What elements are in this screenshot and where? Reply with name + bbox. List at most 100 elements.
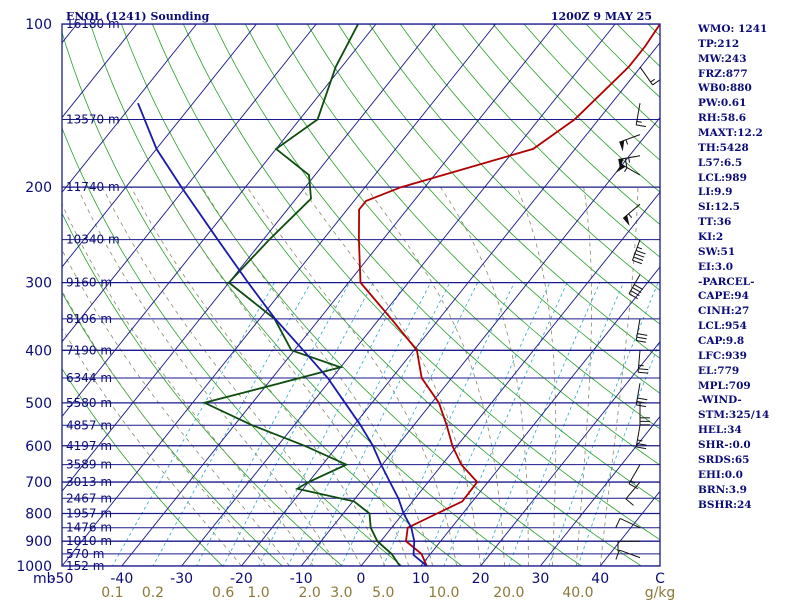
wind-barb [618, 155, 641, 170]
stat-line: MW:243 [698, 52, 747, 65]
temperature-tick-label: -10 [290, 571, 313, 587]
wind-barb-staff [620, 163, 641, 176]
wind-barb-full [632, 259, 643, 265]
temperature-tick-label: 10 [412, 571, 430, 587]
isotherm [62, 24, 257, 268]
wind-barb [635, 425, 647, 450]
height-label: 1957 m [66, 506, 112, 520]
stat-line: EHI:0.0 [698, 468, 743, 481]
wind-barb-full [637, 333, 648, 336]
mixing-ratio-lines [111, 282, 660, 566]
wind-barb [615, 163, 641, 176]
wind-barb [632, 239, 646, 265]
plot-frame [61, 23, 661, 567]
mixing-ratio-line [423, 282, 551, 566]
mixing-ratio-line [222, 282, 374, 566]
dry-adiabats [62, 24, 660, 566]
stat-line: LCL:954 [698, 320, 747, 333]
height-label: 3013 m [66, 475, 112, 489]
isotherm [62, 24, 437, 492]
dry-adiabat [275, 24, 660, 430]
dry-adiabat [306, 24, 660, 394]
mixing-ratio-line [195, 282, 350, 566]
pressure-tick-label: 800 [25, 506, 52, 522]
valid-time: 1200Z 9 MAY 25 [551, 10, 652, 23]
wind-barb-full [628, 293, 638, 300]
wind-barb [615, 517, 641, 529]
pressure-tick-label: 500 [25, 396, 52, 412]
isotherm [62, 24, 138, 119]
isotherm [420, 266, 660, 566]
mixing-ratio-line [443, 282, 568, 566]
stat-line: CINH:27 [698, 305, 750, 318]
height-label: 8106 m [66, 312, 112, 326]
pressure-axis-label: mb [33, 571, 56, 587]
height-label: 7190 m [66, 343, 112, 357]
pressure-tick-label: 200 [25, 180, 52, 196]
wind-barb-full [636, 340, 647, 343]
wind-barb-half [625, 139, 629, 145]
temperature-tick-label: -30 [170, 571, 193, 587]
dewpoint-profile [201, 24, 401, 566]
height-label: 6344 m [66, 371, 112, 385]
stat-line: TT:36 [698, 216, 732, 229]
wind-barb [615, 549, 641, 560]
dry-adiabat [62, 31, 463, 566]
wind-barb [637, 350, 649, 374]
height-label: 10340 m [66, 233, 120, 247]
stat-line: BSHR:24 [698, 498, 752, 511]
wind-barb-half [628, 157, 631, 163]
mixing-ratio-line [577, 339, 660, 566]
wind-barb-half [650, 78, 655, 83]
wind-barbs [615, 66, 660, 560]
height-label: 1476 m [66, 521, 112, 535]
isotherm [62, 24, 317, 343]
isotherm [0, 24, 17, 577]
moist-adiabat [201, 186, 434, 566]
isotherms [0, 24, 660, 577]
isotherm [300, 116, 660, 566]
isotherm [360, 191, 660, 566]
height-label: 1010 m [66, 534, 112, 548]
mixing-ratio-tick-label: 1.0 [247, 585, 269, 600]
wind-barb-staff [637, 350, 641, 373]
stat-line: STM:325/14 [698, 409, 770, 422]
dry-adiabat [368, 24, 660, 325]
height-label: 570 m [66, 547, 104, 561]
stat-line: TH:5428 [698, 141, 749, 154]
moist-adiabat [365, 186, 505, 566]
dry-adiabat [151, 24, 642, 566]
mixing-ratio-tick-label: 0.6 [212, 585, 234, 600]
isobars [62, 24, 660, 566]
height-label: 11740 m [66, 180, 120, 194]
wind-barb-full [628, 483, 638, 490]
stat-line: MPL:709 [698, 379, 751, 392]
wind-barb-full [636, 400, 647, 404]
mixing-ratio-line [508, 282, 624, 566]
wind-barb-full [634, 284, 644, 291]
wind-barb-flag [623, 214, 630, 226]
wind-barb-full [632, 287, 642, 294]
wind-barb-half [630, 480, 636, 484]
temperature-tick-label: 40 [591, 571, 609, 587]
stat-line: EL:779 [698, 364, 740, 377]
stat-line: LFC:939 [698, 349, 747, 362]
stat-line: -WIND- [698, 394, 742, 407]
stat-line: SW:51 [698, 245, 736, 258]
height-label: 13570 m [66, 112, 120, 126]
temperature-tick-label: 0 [357, 571, 366, 587]
isotherm [539, 415, 660, 566]
temperature-tick-label: -50 [51, 571, 74, 587]
stat-line: MAXT:12.2 [698, 127, 763, 140]
wind-barb-staff [619, 517, 641, 529]
dry-adiabat [182, 24, 660, 541]
wind-barb-full [636, 124, 647, 128]
mixing-ratio-line [382, 282, 515, 566]
wind-barb-full [633, 256, 644, 261]
wind-barb-full [637, 397, 648, 401]
temperature-tick-label: C [655, 571, 665, 587]
wind-barb-full [625, 498, 634, 506]
moist-adiabat [130, 187, 386, 566]
wind-barb-full [638, 368, 649, 371]
moist-adiabat [440, 186, 529, 566]
